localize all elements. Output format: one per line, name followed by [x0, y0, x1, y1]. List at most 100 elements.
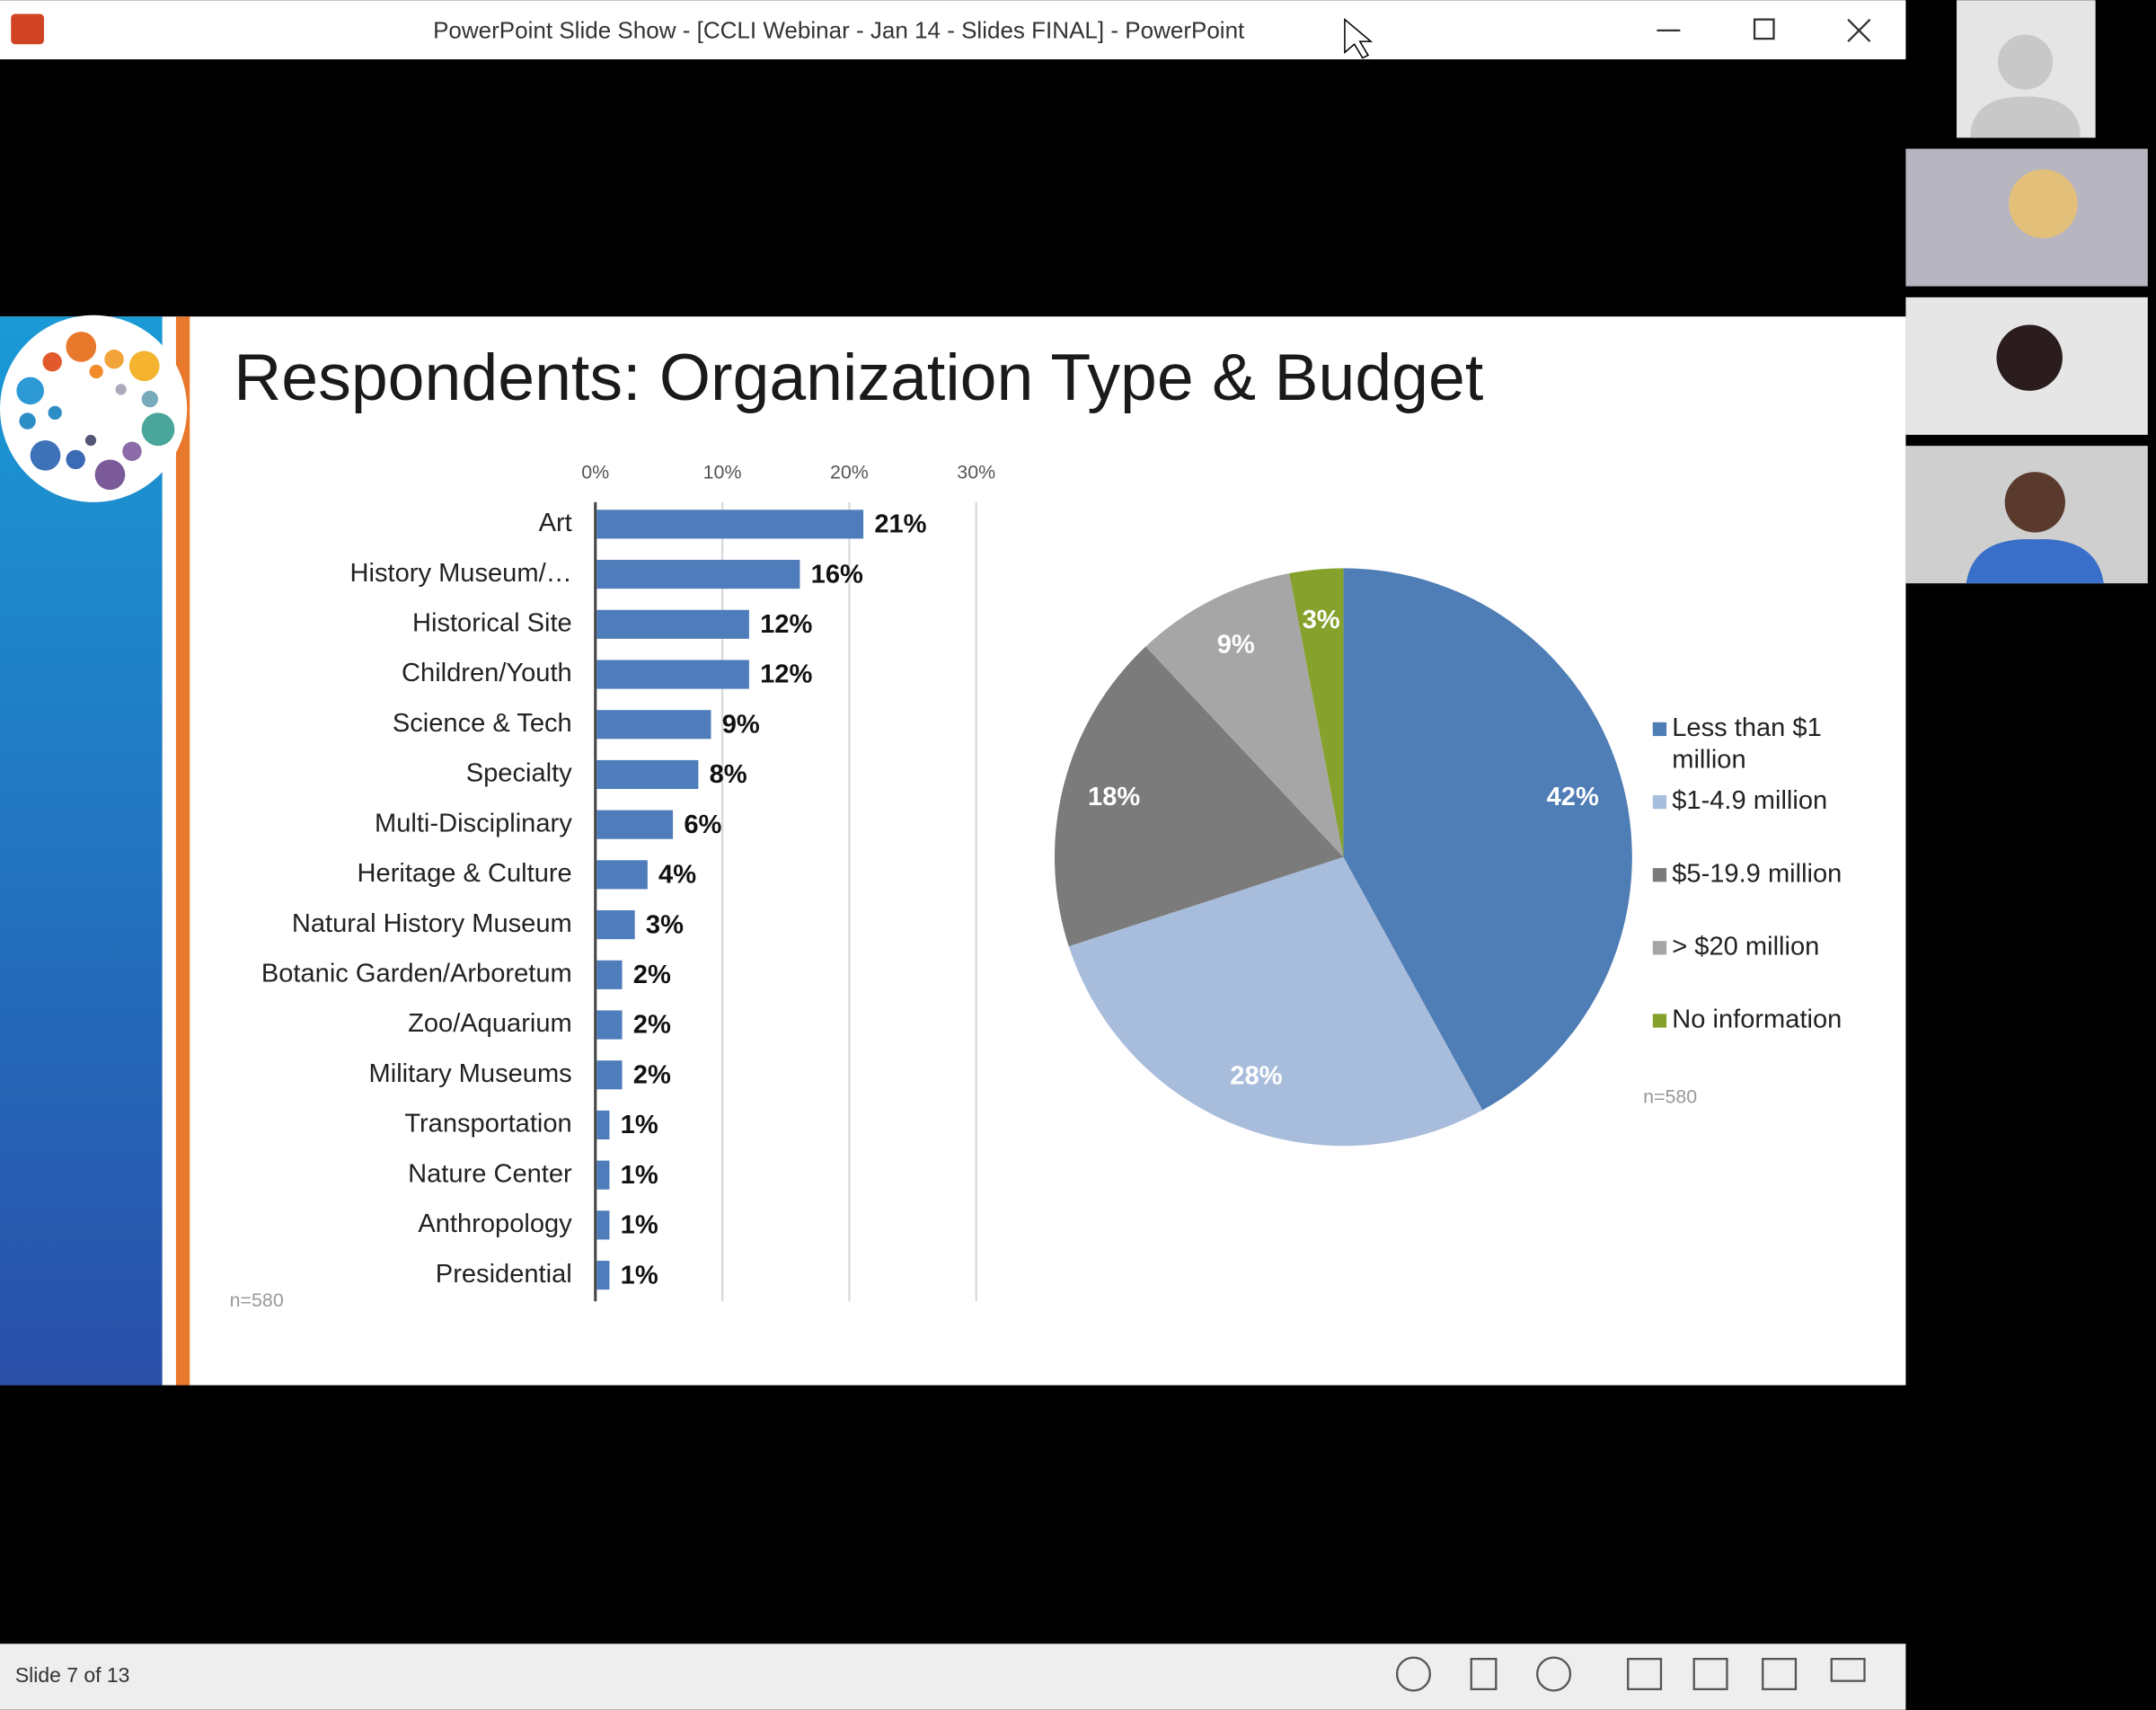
value-label: 12%	[760, 660, 812, 689]
x-tick-label: 0%	[581, 461, 609, 483]
slide-title: Respondents: Organization Type & Budget	[234, 340, 1483, 414]
slideshow-view[interactable]	[1830, 1657, 1866, 1682]
normal-view[interactable]	[1627, 1657, 1663, 1690]
value-label: 21%	[874, 510, 926, 539]
pie-note: n=580	[1643, 1085, 1697, 1107]
maximize-button[interactable]	[1753, 18, 1775, 40]
legend-label: $5-19.9 million	[1672, 859, 1842, 889]
legend-label: > $20 million	[1672, 932, 1820, 962]
logo-dots	[16, 332, 175, 491]
bar	[596, 1210, 610, 1240]
bar	[596, 1261, 610, 1290]
avatar	[1970, 96, 2081, 138]
sorter-view[interactable]	[1692, 1657, 1728, 1690]
slide-counter: Slide 7 of 13	[15, 1663, 130, 1687]
participant-face	[2004, 472, 2065, 533]
bar	[596, 860, 648, 890]
category-label: Transportation	[404, 1110, 571, 1139]
legend-entry: $1-4.9 million	[1672, 786, 1828, 816]
title-bar	[0, 0, 1906, 60]
value-label: 9%	[1217, 631, 1255, 660]
bar	[596, 660, 749, 689]
previous-button[interactable]	[1395, 1656, 1431, 1692]
pie-slice	[1289, 568, 1344, 857]
participant-face	[2009, 169, 2078, 239]
category-label: Botanic Garden/Arboretum	[261, 960, 572, 988]
legend-swatch	[1652, 722, 1667, 737]
value-label: 1%	[621, 1211, 658, 1240]
bar	[596, 810, 674, 839]
next-button[interactable]	[1536, 1656, 1572, 1692]
participant-shirt	[1966, 539, 2104, 584]
bar	[596, 609, 749, 639]
category-label: History Museum/…	[350, 559, 572, 588]
category-label: Natural History Museum	[292, 909, 572, 938]
value-label: 3%	[1303, 606, 1340, 634]
category-label: Specialty	[466, 759, 572, 788]
charts: 0% 10% 20% 30% Art 21% History Museum/… 16% Hist…	[261, 461, 1842, 1302]
avatar	[1997, 34, 2054, 90]
category-label: Presidential	[436, 1260, 572, 1289]
value-label: 1%	[621, 1261, 658, 1289]
bar	[596, 1010, 623, 1040]
legend-entry: No information	[1672, 1006, 1842, 1035]
value-label: 1%	[621, 1161, 658, 1190]
bar	[596, 910, 635, 940]
pie-slice	[1068, 856, 1483, 1147]
pie-slice	[1343, 568, 1632, 1111]
pie-slice	[1054, 646, 1344, 947]
pie-slice	[1145, 573, 1344, 857]
notes-button[interactable]	[1470, 1657, 1498, 1690]
window-title: PowerPoint Slide Show - [CCLI Webinar - …	[433, 16, 1245, 43]
slideshow-controls	[1395, 1656, 1866, 1692]
value-label: 4%	[658, 861, 696, 890]
bar	[596, 509, 864, 539]
legend-label: Less than $1 million	[1672, 713, 1822, 775]
participant-face	[1996, 324, 2063, 391]
bar	[596, 560, 800, 589]
legend-label: No information	[1672, 1006, 1842, 1035]
value-label: 42%	[1547, 783, 1599, 811]
value-label: 3%	[646, 910, 684, 939]
category-label: Nature Center	[408, 1159, 572, 1188]
category-label: Historical Site	[412, 609, 572, 638]
value-label: 18%	[1088, 783, 1140, 811]
category-label: Science & Tech	[393, 709, 572, 738]
category-label: Anthropology	[418, 1209, 572, 1238]
legend-swatch	[1652, 1014, 1667, 1028]
legend-label: $1-4.9 million	[1672, 786, 1828, 816]
legend-entry: > $20 million	[1672, 932, 1820, 962]
value-label: 8%	[710, 760, 747, 789]
bar	[596, 710, 711, 740]
value-label: 16%	[811, 560, 863, 589]
value-label: 6%	[684, 811, 721, 839]
category-label: Children/Youth	[402, 659, 572, 687]
bar	[596, 1060, 623, 1090]
value-label: 2%	[633, 1060, 671, 1089]
category-label: Heritage & Culture	[358, 859, 572, 888]
legend-entry: Less than $1 million	[1672, 713, 1822, 775]
value-label: 2%	[633, 961, 671, 989]
bar	[596, 759, 699, 790]
reading-view[interactable]	[1762, 1657, 1798, 1690]
slide-stripe	[175, 316, 190, 1386]
legend-swatch	[1652, 868, 1667, 882]
legend-swatch	[1652, 794, 1667, 810]
bar	[596, 960, 623, 989]
value-label: 2%	[633, 1011, 671, 1040]
bar	[596, 1160, 610, 1190]
x-tick-label: 30%	[957, 461, 995, 483]
value-label: 1%	[621, 1111, 658, 1139]
app-icon[interactable]	[11, 13, 44, 45]
legend-swatch	[1652, 941, 1667, 955]
bar	[596, 1110, 610, 1140]
x-tick-label: 20%	[830, 461, 869, 483]
cursor	[1344, 18, 1374, 59]
value-label: 9%	[722, 710, 760, 739]
category-label: Multi-Disciplinary	[375, 809, 572, 837]
value-label: 12%	[760, 610, 812, 639]
close-button[interactable]	[1847, 18, 1871, 42]
category-label: Zoo/Aquarium	[408, 1009, 572, 1038]
